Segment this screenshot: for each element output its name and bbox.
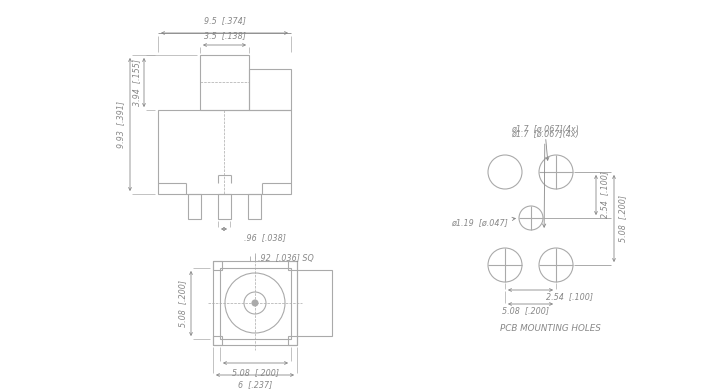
Bar xyxy=(213,336,222,345)
Bar xyxy=(158,110,291,194)
Bar xyxy=(213,261,297,345)
Text: 5.08  [.200]: 5.08 [.200] xyxy=(232,368,279,377)
Bar xyxy=(200,55,249,110)
Text: PCB MOUNTING HOLES: PCB MOUNTING HOLES xyxy=(500,324,600,333)
Text: .92  [.036] SQ: .92 [.036] SQ xyxy=(258,254,314,263)
Text: 9.93  [.391]: 9.93 [.391] xyxy=(116,101,125,148)
Bar xyxy=(188,194,201,219)
Text: 5.08  [.200]: 5.08 [.200] xyxy=(502,306,549,315)
Bar xyxy=(248,194,261,219)
Text: 6  [.237]: 6 [.237] xyxy=(238,380,272,389)
Text: ø1.7  [ø.067](4x): ø1.7 [ø.067](4x) xyxy=(511,129,579,227)
Circle shape xyxy=(252,300,258,306)
Text: 5.08  [.200]: 5.08 [.200] xyxy=(618,195,627,242)
Bar xyxy=(218,194,231,219)
Text: 3.94  [.155]: 3.94 [.155] xyxy=(132,59,141,106)
Text: ø1.7  [ø.067](4x): ø1.7 [ø.067](4x) xyxy=(511,125,579,160)
Bar xyxy=(213,261,222,270)
Text: 2.54  [.100]: 2.54 [.100] xyxy=(600,172,609,219)
Text: 3.5  [.138]: 3.5 [.138] xyxy=(204,31,246,40)
Text: 5.08  [.200]: 5.08 [.200] xyxy=(178,280,187,327)
Bar xyxy=(288,336,297,345)
Text: ø1.19  [ø.047]: ø1.19 [ø.047] xyxy=(451,217,516,228)
Text: 2.54  [.100]: 2.54 [.100] xyxy=(546,292,593,301)
Bar xyxy=(297,270,332,336)
Bar xyxy=(220,268,291,339)
Text: 9.5  [.374]: 9.5 [.374] xyxy=(204,16,246,25)
Bar xyxy=(288,261,297,270)
Text: .96  [.038]: .96 [.038] xyxy=(244,233,286,242)
Bar xyxy=(249,69,291,110)
